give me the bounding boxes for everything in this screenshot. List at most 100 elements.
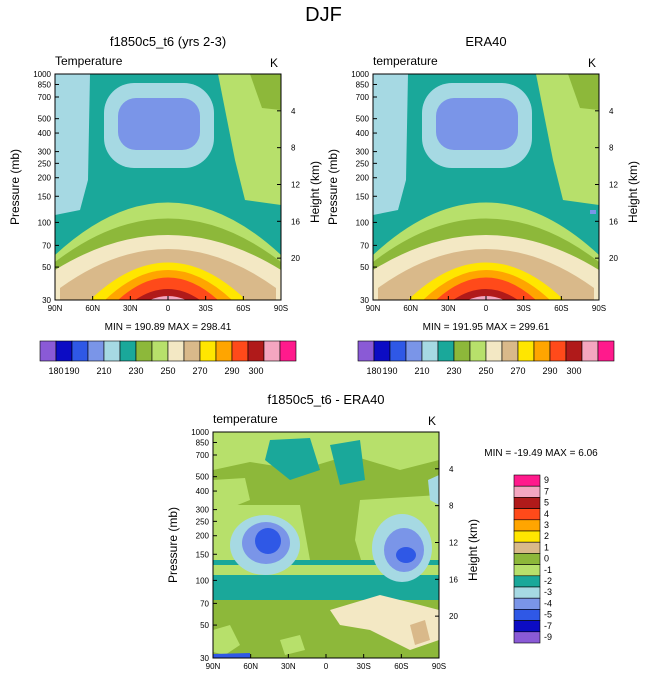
panel-1-units: K [270, 56, 278, 70]
panel-2-y2tick-label: 4 [609, 107, 614, 116]
panel-2-colorbar-box [597, 340, 615, 362]
panel-2-colorbar-box [501, 340, 519, 362]
panel-3-ytick-label: 250 [196, 517, 210, 526]
panel-1-ytick-label: 1000 [33, 70, 51, 79]
panel-1-colorbar-box [199, 340, 217, 362]
panel-3-y2tick-label: 12 [449, 538, 458, 547]
panel-2-colorbar-box [565, 340, 583, 362]
panel-3-ytick-label: 300 [196, 506, 210, 515]
panel-2-ytick-label: 400 [356, 129, 370, 138]
panel-2-colorbar-box [357, 340, 375, 362]
panel-1-colorbar-box [167, 340, 185, 362]
panel-1-ytick-label: 400 [38, 129, 52, 138]
panel-3-colorbar-box [513, 553, 541, 565]
panel-3-y2tick-label: 16 [449, 575, 458, 584]
panel-1-colorbar-box [215, 340, 233, 362]
panel-1-ytick-label: 30 [42, 296, 51, 305]
panel-3-ytick-label: 500 [196, 473, 210, 482]
panel-3-stats: MIN = -19.49 MAX = 6.06 [484, 448, 598, 459]
panel-1-y2tick-label: 4 [291, 107, 296, 116]
axes-layer: 3050701001502002503004005007008501000481… [33, 70, 618, 671]
panel-2-ytick-label: 500 [356, 115, 370, 124]
panel-3-units: K [428, 414, 436, 428]
panel-2-colorbar-box [405, 340, 423, 362]
panel-2-y2tick-label: 8 [609, 144, 614, 153]
panel-2-units: K [588, 56, 596, 70]
panel-1-colorbar-box [119, 340, 137, 362]
panel-3-ytick-label: 70 [200, 599, 209, 608]
panel-2-xtick-label: 60N [403, 304, 418, 313]
panel-2-colorbar-label: 300 [566, 366, 581, 376]
panel-3-colorbar-box [513, 508, 541, 521]
panel-3-colorbar-label: -1 [544, 565, 552, 575]
panel-3-colorbar-label: -4 [544, 598, 552, 608]
panel-2-ytick-label: 50 [360, 263, 369, 272]
panel-1-left-label: Temperature [55, 54, 123, 68]
panel-3-colorbar-label: -9 [544, 632, 552, 642]
panel-1-ytick-label: 700 [38, 93, 52, 102]
panel-2-ytick-label: 30 [360, 296, 369, 305]
panel-1-xtick-label: 30N [123, 304, 138, 313]
panel-2-colorbar-box [389, 340, 407, 362]
panel-3-colorbar-box [513, 485, 541, 498]
panel-1-colorbar-box [263, 340, 281, 362]
panel-1-ytick-label: 300 [38, 148, 52, 157]
panel-2-ytick-label: 200 [356, 174, 370, 183]
panel-1-colorbar-box [135, 340, 153, 362]
panel-2-y2tick-label: 16 [609, 217, 618, 226]
panel-2-colorbar-box [549, 340, 567, 362]
panel-1-colorbar-box [103, 340, 121, 362]
panel-3-colorbar-box [513, 597, 541, 610]
panel-1-colorbar-label: 190 [64, 366, 79, 376]
panel-3-colorbar-box [513, 530, 541, 543]
panel-1-colorbar-label: 270 [192, 366, 207, 376]
panel-2-title: ERA40 [465, 34, 506, 49]
panel-2-ytick-label: 1000 [351, 70, 369, 79]
panel-3-colorbar-label: -5 [544, 610, 552, 620]
panel-2-colorbar-box [517, 340, 535, 362]
panel-3-ytick-label: 850 [196, 438, 210, 447]
panel-3-colorbar-label: 2 [544, 531, 549, 541]
panel-2-ytick-label: 300 [356, 148, 370, 157]
figure-title: DJF [305, 4, 342, 26]
panel-1-ytick-label: 70 [42, 241, 51, 250]
panel-1-colorbar-box [247, 340, 265, 362]
panel-2-plot [372, 73, 600, 301]
panel-3-y2tick-label: 20 [449, 612, 458, 621]
panel-1-ytick-label: 500 [38, 115, 52, 124]
panel-3-colorbar-label: 4 [544, 509, 549, 519]
panel-2-ytick-label: 250 [356, 159, 370, 168]
panel-3-ytick-label: 30 [200, 654, 209, 663]
panel-2-left-label: temperature [373, 54, 438, 68]
panel-3-xtick-label: 60S [394, 662, 408, 671]
panel-2-colorbar-box [373, 340, 391, 362]
panel-3-ytick-label: 1000 [191, 428, 209, 437]
panel-2-xtick-label: 30N [441, 304, 456, 313]
panel-1-ylabel: Pressure (mb) [8, 149, 22, 225]
panel-2-xtick-label: 90N [366, 304, 381, 313]
panel-3-colorbar-box [513, 575, 541, 588]
panel-3-y2tick-label: 8 [449, 502, 454, 511]
panel-1-colorbar-label: 210 [96, 366, 111, 376]
panel-3-colorbar-box [513, 620, 541, 633]
panel-1-xtick-label: 60S [236, 304, 250, 313]
panel-2-colorbar-label: 180 [366, 366, 381, 376]
panel-2-ytick-label: 700 [356, 93, 370, 102]
panel-2-xtick-label: 60S [554, 304, 568, 313]
panel-1-y2label: Height (km) [308, 161, 322, 223]
panel-3-colorbar-box [513, 609, 541, 621]
panel-2-xtick-label: 90S [592, 304, 606, 313]
panel-1-ytick-label: 850 [38, 80, 52, 89]
panel-1-colorbar-box [151, 340, 169, 362]
panel-2-ytick-label: 850 [356, 80, 370, 89]
panel-3-xtick-label: 60N [243, 662, 258, 671]
panel-1-xtick-label: 30S [199, 304, 213, 313]
panel-1-xtick-label: 90S [274, 304, 288, 313]
panel-3-colorbar-box [513, 564, 541, 577]
panel-2-y2tick-label: 20 [609, 254, 618, 263]
panel-1-y2tick-label: 20 [291, 254, 300, 263]
panel-3-colorbar-label: 0 [544, 554, 549, 564]
panel-2-y2tick-label: 12 [609, 180, 618, 189]
panel-2-y2label: Height (km) [626, 161, 640, 223]
